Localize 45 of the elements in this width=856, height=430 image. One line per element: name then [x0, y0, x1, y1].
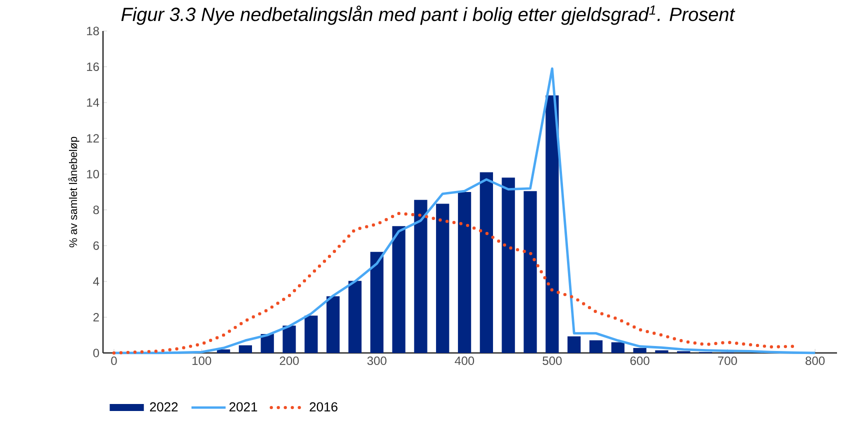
bar	[238, 345, 252, 353]
bar	[655, 350, 668, 353]
x-tick-label: 400	[454, 356, 474, 366]
x-tick-label: 0	[111, 356, 117, 366]
bar	[436, 204, 450, 353]
bar	[524, 191, 537, 353]
y-tick-label: 2	[93, 313, 99, 322]
bar	[502, 178, 515, 353]
bar	[348, 280, 362, 353]
y-tick-label: 18	[87, 26, 99, 36]
bar	[392, 226, 406, 353]
x-tick-label: 500	[542, 356, 562, 366]
chart-title: Figur 3.3 Nye nedbetalingslån med pant i bolig etter gjeldsgrad$^{1}$. Prosent	[121, 6, 736, 25]
x-tick-label: 600	[630, 356, 650, 366]
y-tick-label: 10	[87, 170, 100, 178]
bar	[589, 340, 603, 353]
y-tick-label: 6	[93, 241, 99, 250]
x-tick-label: 700	[718, 356, 737, 366]
y-tick-label: 12	[87, 134, 99, 143]
bar	[282, 326, 296, 353]
legend-label: 2016	[310, 402, 338, 412]
y-tick-label: 0	[93, 348, 100, 358]
bar	[304, 316, 318, 353]
y-tick-label: 14	[87, 98, 100, 107]
y-tick-label: 8	[93, 206, 99, 214]
bar	[546, 95, 559, 353]
bar	[568, 336, 581, 353]
x-tick-label: 800	[806, 356, 825, 366]
bar	[216, 349, 230, 353]
x-tick-label: 100	[192, 356, 212, 366]
x-tick-label: 200	[280, 356, 299, 366]
y-axis-title: % av samlet lånebeløp	[68, 136, 80, 248]
bar	[260, 334, 274, 353]
legend-label: 2022	[150, 402, 178, 412]
bar	[480, 172, 494, 353]
bar	[414, 200, 428, 353]
bar	[633, 348, 646, 353]
bar	[326, 296, 340, 353]
y-tick-label: 4	[93, 277, 100, 286]
bar	[370, 252, 384, 353]
bar	[611, 342, 624, 353]
y-tick-label: 16	[87, 62, 99, 72]
x-tick-label: 300	[367, 356, 386, 366]
legend-label: 2021	[229, 402, 258, 412]
bar	[458, 192, 472, 353]
